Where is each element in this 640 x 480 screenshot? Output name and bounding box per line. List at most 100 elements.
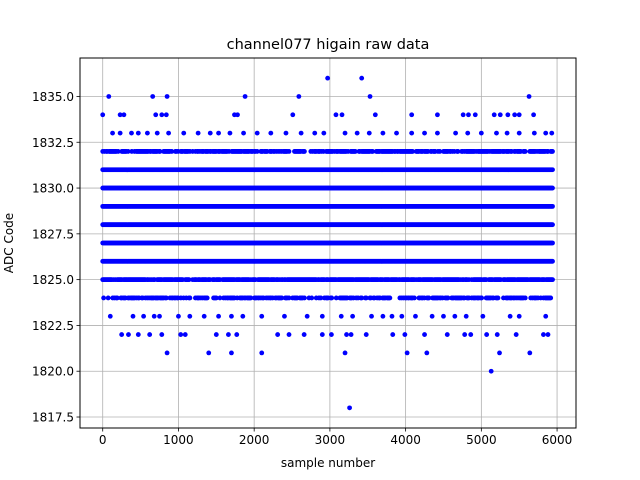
data-point (101, 295, 107, 301)
data-point (543, 130, 549, 136)
data-point (455, 149, 461, 154)
data-point (550, 167, 555, 173)
data-point (309, 295, 315, 301)
data-point (550, 277, 555, 283)
data-point (141, 313, 147, 319)
y-tick-label: 1817.5 (32, 411, 74, 425)
data-point (549, 130, 555, 136)
data-point (507, 313, 513, 319)
data-point (254, 130, 260, 136)
x-tick-label: 5000 (466, 433, 497, 447)
data-point (159, 332, 165, 337)
data-point (226, 332, 231, 337)
data-point (429, 313, 435, 319)
data-point (207, 130, 213, 136)
x-axis-label: sample number (281, 456, 375, 470)
x-tick-label: 6000 (542, 433, 573, 447)
data-point (445, 295, 451, 301)
data-point (516, 313, 522, 319)
data-point (283, 130, 289, 136)
data-point (125, 149, 131, 154)
data-point (495, 295, 501, 301)
data-point (151, 313, 157, 319)
data-point (484, 332, 490, 337)
data-point (227, 130, 233, 136)
data-point (359, 295, 365, 301)
data-point (550, 203, 555, 209)
x-tick-label: 4000 (390, 433, 421, 447)
data-point (321, 130, 327, 136)
data-point (235, 112, 240, 118)
data-point (410, 149, 415, 154)
data-point (453, 130, 458, 136)
data-point (380, 313, 386, 319)
data-point (424, 350, 430, 356)
data-point (195, 130, 201, 136)
x-axis-ticks: 0 1000 2000 3000 4000 5000 6000 (99, 428, 572, 447)
data-point (135, 130, 141, 136)
data-point (181, 130, 187, 136)
data-point (100, 112, 106, 118)
data-point (163, 295, 169, 301)
data-point (465, 130, 471, 136)
data-point (342, 130, 348, 136)
data-point (478, 130, 484, 136)
data-point (460, 112, 466, 118)
data-point (126, 332, 131, 337)
data-point (107, 313, 113, 319)
data-point (344, 332, 349, 337)
y-tick-label: 1822.5 (32, 319, 74, 333)
data-point (550, 185, 555, 191)
data-point (296, 94, 302, 99)
data-point (241, 130, 246, 136)
data-point (201, 313, 207, 319)
data-point (286, 149, 292, 154)
data-point (350, 313, 356, 319)
data-point (121, 112, 127, 118)
data-point (472, 112, 478, 118)
plot-frame (79, 57, 577, 429)
data-point (329, 295, 335, 301)
x-tick-label: 2000 (239, 433, 270, 447)
data-point (479, 295, 485, 301)
data-point (409, 130, 415, 136)
data-point (422, 332, 427, 337)
data-point (512, 112, 518, 118)
data-point (129, 130, 134, 136)
data-point (154, 130, 160, 136)
data-point (387, 295, 393, 301)
data-point (390, 332, 396, 337)
data-point (363, 332, 369, 337)
data-point (259, 313, 265, 319)
data-point (302, 295, 307, 301)
data-point (213, 295, 219, 301)
data-point (548, 295, 554, 301)
data-point (338, 313, 344, 319)
data-point (497, 350, 502, 356)
data-point (531, 112, 536, 118)
data-point (298, 130, 304, 136)
data-point (163, 112, 169, 118)
data-point (366, 130, 372, 136)
data-point (435, 130, 440, 136)
data-point (282, 313, 287, 319)
data-point (452, 313, 458, 319)
data-point (119, 332, 125, 337)
data-point (115, 149, 121, 154)
data-point (182, 332, 188, 337)
data-point (240, 313, 246, 319)
data-point (186, 277, 192, 283)
data-point (402, 332, 408, 337)
y-axis-label: ADC Code (2, 213, 16, 273)
data-point (550, 222, 555, 228)
y-tick-label: 1820.0 (32, 365, 74, 379)
data-point (333, 295, 339, 301)
data-point (187, 295, 193, 301)
data-point (352, 149, 358, 154)
data-point (114, 295, 120, 301)
data-point (468, 332, 474, 337)
data-point (157, 313, 162, 319)
x-tick-label: 3000 (315, 433, 346, 447)
data-point (169, 149, 175, 154)
